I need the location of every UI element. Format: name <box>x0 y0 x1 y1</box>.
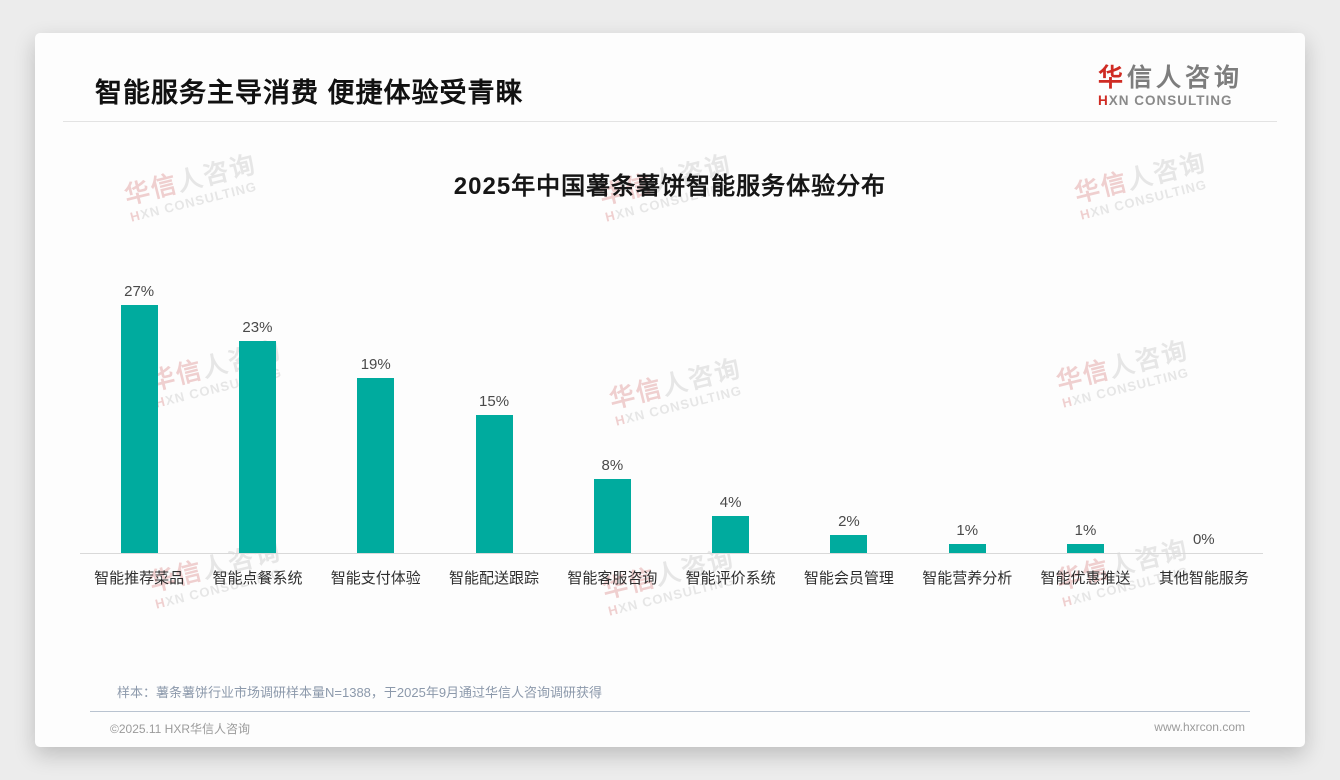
bar-category-label: 智能优惠推送 <box>1040 570 1131 587</box>
bar-category-label: 智能评价系统 <box>685 570 776 587</box>
logo-subtitle: HXN CONSULTING <box>1097 93 1233 108</box>
bar-category-label: 智能营养分析 <box>922 570 1013 587</box>
bar <box>712 516 750 553</box>
bar-value-label: 27% <box>124 282 155 300</box>
bar-column: 27% <box>80 283 198 553</box>
footer-divider <box>90 711 1250 712</box>
bar-category-label: 智能点餐系统 <box>212 570 303 587</box>
bar-column: 1% <box>1026 522 1144 553</box>
bar-value-label: 1% <box>956 521 979 539</box>
bar-value-label: 15% <box>479 393 510 410</box>
header-divider <box>63 121 1277 122</box>
bar-chart: 27% 23% 19% 15% 8% 4% 2% 1% 1% 0% 智能推荐菜品 智能点餐系统 智能支… <box>80 282 1263 588</box>
bar-column: 0% <box>1145 531 1263 553</box>
bar-value-label: 2% <box>838 512 860 530</box>
header: 智能服务主导消费 便捷体验受青睐 华信人咨询 HXN CONSULTING <box>35 33 1305 109</box>
footer: ©2025.11 HXR华信人咨询 www.hxrcon.com <box>110 720 1245 737</box>
bar-value-label: 4% <box>719 494 742 512</box>
copyright-text: ©2025.11 HXR华信人咨询 <box>110 722 250 736</box>
bar-column: 23% <box>198 319 316 553</box>
bar-value-label: 8% <box>601 457 624 475</box>
chart-title: 2025年中国薯条薯饼智能服务体验分布 <box>453 173 887 200</box>
labels-row: 智能推荐菜品 智能点餐系统 智能支付体验 智能配送跟踪 智能客服咨询 智能评价系统 智能会员… <box>80 554 1263 588</box>
bar-category-label: 智能支付体验 <box>330 570 421 587</box>
bar-column: 4% <box>671 494 789 553</box>
bar-value-label: 23% <box>242 319 273 337</box>
bar-category-label: 智能配送跟踪 <box>449 570 540 587</box>
bar <box>475 415 513 553</box>
bar <box>830 534 868 553</box>
company-logo: 华信人咨询 HXN CONSULTING <box>1098 63 1243 109</box>
bar-category-label: 智能客服咨询 <box>567 570 658 587</box>
website-link[interactable]: www.hxrcon.com <box>1154 720 1245 734</box>
bar-column: 15% <box>435 393 553 553</box>
report-card: 华信人咨询 HXN CONSULTING 华信人咨询 HXN CONSULTING … <box>35 33 1305 747</box>
bar-value-label: 19% <box>360 356 391 374</box>
logo-name: 华信人咨询 <box>1097 64 1243 92</box>
bar <box>1067 543 1105 553</box>
bar-category-label: 智能会员管理 <box>803 570 894 587</box>
bar-column: 2% <box>790 513 908 553</box>
bar <box>238 341 276 553</box>
page-title: 智能服务主导消费 便捷体验受青睐 <box>95 78 524 108</box>
bar-category-label: 智能推荐菜品 <box>94 570 185 587</box>
bar <box>593 479 631 553</box>
bars-row: 27% 23% 19% 15% 8% 4% 2% 1% 1% 0% <box>80 282 1263 554</box>
bar-column: 1% <box>908 522 1026 553</box>
bar-category-label: 其他智能服务 <box>1158 570 1249 587</box>
bar <box>357 378 395 553</box>
bar-column: 19% <box>317 356 435 553</box>
bar-value-label: 0% <box>1192 531 1215 548</box>
bar <box>120 304 158 553</box>
bar <box>948 543 986 553</box>
bar-column: 8% <box>553 457 671 553</box>
sample-note: 样本：薯条薯饼行业市场调研样本量N=1388，于2025年9月通过华信人咨询调研… <box>117 685 603 700</box>
bar-value-label: 1% <box>1074 521 1097 539</box>
